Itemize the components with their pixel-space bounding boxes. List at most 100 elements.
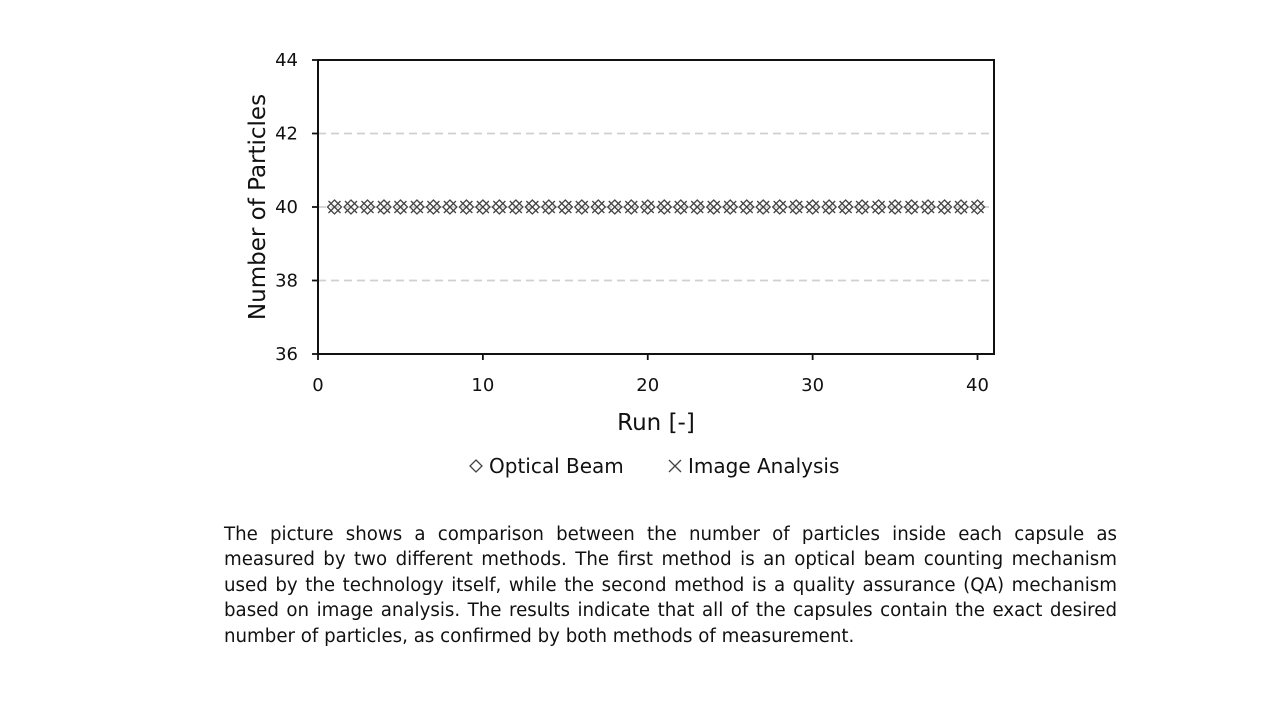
point-optical-beam xyxy=(705,199,722,215)
data-series xyxy=(326,199,986,215)
point-optical-beam xyxy=(689,199,706,215)
point-optical-beam xyxy=(474,199,491,215)
point-image-analysis xyxy=(641,200,655,214)
point-optical-beam xyxy=(953,199,969,215)
diamond-marker-icon xyxy=(469,459,483,473)
point-optical-beam xyxy=(821,199,838,215)
point-image-analysis xyxy=(542,200,556,214)
point-image-analysis xyxy=(393,200,407,214)
point-image-analysis xyxy=(459,200,473,214)
point-image-analysis xyxy=(443,200,457,214)
x-tick-label: 20 xyxy=(636,375,659,396)
point-image-analysis xyxy=(707,200,721,214)
gridlines xyxy=(318,132,994,282)
x-tick-label: 0 xyxy=(312,375,323,396)
legend: Optical Beam Image Analysis xyxy=(469,454,839,478)
point-image-analysis xyxy=(723,200,737,214)
point-image-analysis xyxy=(888,200,902,214)
point-image-analysis xyxy=(855,200,869,214)
point-image-analysis xyxy=(558,200,572,214)
legend-item-optical-beam: Optical Beam xyxy=(469,454,624,478)
point-image-analysis xyxy=(377,200,391,214)
point-image-analysis xyxy=(921,200,935,214)
point-optical-beam xyxy=(722,199,739,215)
y-tick-label: 44 xyxy=(275,50,298,71)
point-optical-beam xyxy=(573,199,590,215)
legend-item-image-analysis: Image Analysis xyxy=(668,454,839,478)
point-image-analysis xyxy=(822,200,836,214)
point-optical-beam xyxy=(507,199,524,215)
point-optical-beam xyxy=(458,199,475,215)
x-tick-label: 40 xyxy=(966,375,989,396)
point-optical-beam xyxy=(376,199,392,215)
x-tick-label: 10 xyxy=(471,375,494,396)
point-optical-beam xyxy=(854,199,871,215)
point-optical-beam xyxy=(837,199,854,215)
point-optical-beam xyxy=(606,199,623,215)
point-optical-beam xyxy=(887,199,903,215)
series-image-analysis xyxy=(328,200,984,214)
figure-caption: The picture shows a comparison between t… xyxy=(224,524,1117,647)
point-image-analysis xyxy=(806,200,820,214)
point-image-analysis xyxy=(789,200,803,214)
legend-label-optical-beam: Optical Beam xyxy=(489,454,624,478)
y-axis-title: Number of Particles xyxy=(245,94,271,320)
point-image-analysis xyxy=(624,200,638,214)
x-marker-icon xyxy=(668,459,682,473)
point-optical-beam xyxy=(771,199,788,215)
point-image-analysis xyxy=(971,200,984,214)
point-image-analysis xyxy=(674,200,688,214)
x-axis-title: Run [-] xyxy=(617,410,695,436)
point-optical-beam xyxy=(441,199,458,215)
x-axis-ticks: 0 10 20 30 40 xyxy=(312,354,989,396)
point-image-analysis xyxy=(608,200,622,214)
point-optical-beam xyxy=(326,199,343,215)
series-optical-beam xyxy=(326,199,986,215)
point-image-analysis xyxy=(756,200,770,214)
point-optical-beam xyxy=(738,199,755,215)
y-tick-label: 42 xyxy=(275,124,298,145)
point-image-analysis xyxy=(740,200,754,214)
point-image-analysis xyxy=(690,200,704,214)
point-image-analysis xyxy=(328,200,341,214)
point-optical-beam xyxy=(804,199,821,215)
point-image-analysis xyxy=(905,200,919,214)
point-optical-beam xyxy=(788,199,805,215)
y-tick-label: 40 xyxy=(275,197,298,218)
point-optical-beam xyxy=(343,199,359,215)
x-tick-label: 30 xyxy=(801,375,824,396)
point-image-analysis xyxy=(509,200,523,214)
point-optical-beam xyxy=(903,199,920,215)
point-optical-beam xyxy=(557,199,574,215)
point-optical-beam xyxy=(870,199,887,215)
point-optical-beam xyxy=(524,199,541,215)
point-image-analysis xyxy=(361,200,374,214)
point-image-analysis xyxy=(426,200,440,214)
y-axis-ticks: 36 38 40 42 44 xyxy=(275,50,318,365)
point-optical-beam xyxy=(969,199,986,215)
point-image-analysis xyxy=(938,200,951,214)
point-optical-beam xyxy=(540,199,557,215)
point-image-analysis xyxy=(410,200,424,214)
point-optical-beam xyxy=(491,199,508,215)
point-optical-beam xyxy=(936,199,953,215)
point-image-analysis xyxy=(872,200,886,214)
point-optical-beam xyxy=(755,199,772,215)
point-image-analysis xyxy=(575,200,589,214)
point-image-analysis xyxy=(657,200,671,214)
point-optical-beam xyxy=(590,199,607,215)
point-image-analysis xyxy=(954,200,968,214)
point-image-analysis xyxy=(591,200,605,214)
point-optical-beam xyxy=(359,199,376,215)
point-optical-beam xyxy=(409,199,425,215)
point-image-analysis xyxy=(525,200,539,214)
point-optical-beam xyxy=(392,199,409,215)
point-optical-beam xyxy=(672,199,689,215)
point-optical-beam xyxy=(425,199,442,215)
y-tick-label: 36 xyxy=(275,344,298,365)
point-optical-beam xyxy=(623,199,640,215)
point-image-analysis xyxy=(773,200,787,214)
point-image-analysis xyxy=(839,200,853,214)
legend-label-image-analysis: Image Analysis xyxy=(688,454,839,478)
